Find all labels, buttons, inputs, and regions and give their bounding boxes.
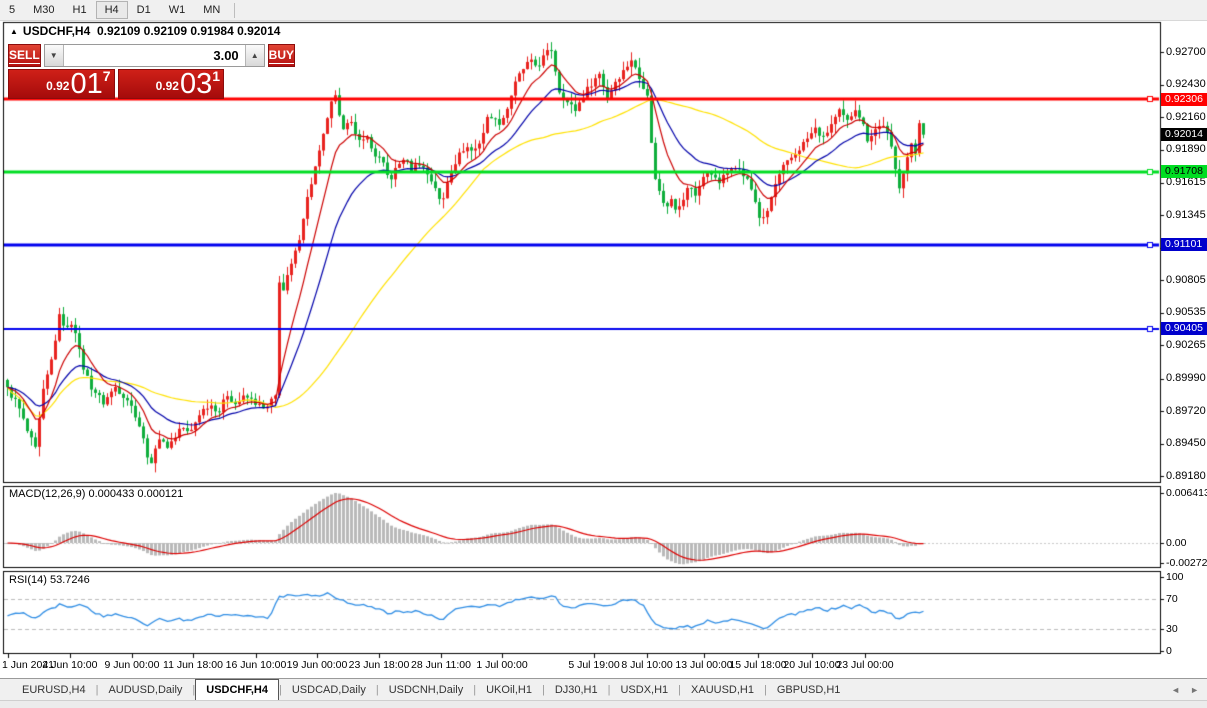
date-axis-label: 5 Jul 19:00 (568, 659, 620, 671)
date-axis-label: 1 Jul 00:00 (476, 659, 528, 671)
volume-input[interactable] (63, 45, 245, 66)
buy-price-main: 03 (179, 68, 213, 100)
date-axis-label: 1 Jun 2021 (2, 659, 54, 671)
tab-scroll-left-icon[interactable]: ◄ (1171, 685, 1181, 695)
buy-price-pip: 1 (212, 68, 220, 84)
tab-ukoil-h1[interactable]: UKOil,H1 (486, 683, 532, 696)
volume-stepper: ▼ ▲ (43, 44, 265, 67)
rsi-label: RSI(14) 53.7246 (9, 574, 90, 586)
tab-separator: | (279, 683, 282, 696)
macd-label: MACD(12,26,9) 0.000433 0.000121 (9, 488, 184, 500)
price-axis-label: 0.89450 (1166, 437, 1206, 450)
tab-scroll-right-icon[interactable]: ► (1190, 685, 1199, 695)
tab-separator: | (473, 683, 477, 696)
symbol-timeframe-label: USDCHF,H4 (22, 24, 91, 38)
price-axis-label: 0.92700 (1166, 45, 1206, 58)
tab-dj30-h1[interactable]: DJ30,H1 (554, 683, 598, 696)
tab-usdcnh-daily[interactable]: USDCNH,Daily (388, 683, 464, 696)
volume-increase-button[interactable]: ▲ (244, 45, 264, 66)
sell-price-pip: 7 (102, 68, 111, 84)
date-axis-label: 23 Jul 00:00 (836, 659, 894, 671)
ohlc-values: 0.92109 0.92109 0.91984 0.92014 (96, 24, 281, 38)
date-axis-label: 15 Jul 18:00 (729, 659, 787, 671)
date-axis-label: 13 Jul 00:00 (675, 659, 733, 671)
chart-header: ▲ USDCHF,H4 0.92109 0.92109 0.91984 0.920… (10, 24, 280, 38)
buy-price-display[interactable]: 0.92 03 1 (117, 68, 224, 100)
date-axis-label: 16 Jun 10:00 (225, 659, 287, 671)
price-line-badge: 0.91708 (1161, 165, 1207, 179)
sell-price-main: 01 (70, 68, 103, 100)
tab-usdchf-h4[interactable]: USDCHF,H4 (195, 679, 279, 700)
price-axis-label: 0.92430 (1166, 78, 1206, 91)
rsi-axis-label: 30 (1166, 622, 1178, 635)
timeframe-button-h4[interactable]: H4 (95, 1, 128, 19)
rsi-axis-label: 70 (1166, 592, 1178, 605)
macd-axis-label: 0.00 (1166, 536, 1187, 549)
date-axis-label: 8 Jul 10:00 (621, 659, 673, 671)
tab-separator: | (678, 683, 682, 696)
sell-price-prefix: 0.92 (46, 79, 70, 93)
price-line-badge: 0.92306 (1161, 92, 1207, 106)
tab-xauusd-h1[interactable]: XAUUSD,H1 (691, 683, 754, 696)
date-axis-label: 20 Jul 10:00 (783, 659, 841, 671)
macd-axis-label: -0.002728 (1166, 556, 1207, 569)
date-axis-label: 9 Jun 00:00 (104, 659, 160, 671)
sell-price-display[interactable]: 0.92 01 7 (8, 68, 115, 100)
price-line-badge: 0.92014 (1161, 128, 1207, 142)
price-line-badge: 0.90405 (1161, 322, 1207, 335)
tab-separator: | (192, 683, 196, 696)
price-axis-label: 0.89720 (1166, 404, 1206, 417)
price-axis-label: 0.89990 (1166, 372, 1206, 384)
price-axis-label: 0.89180 (1166, 469, 1206, 482)
toolbar-separator (234, 2, 236, 18)
tab-audusd-daily[interactable]: AUDUSD,Daily (108, 683, 183, 696)
timeframe-button-mn[interactable]: MN (203, 4, 221, 16)
rsi-axis-label: 100 (1166, 570, 1184, 583)
timeframe-button-5[interactable]: 5 (9, 4, 16, 16)
tab-usdx-h1[interactable]: USDX,H1 (620, 683, 669, 696)
tab-separator: | (763, 683, 767, 696)
price-axis-label: 0.91890 (1166, 143, 1206, 156)
price-axis-label: 0.90805 (1166, 273, 1206, 286)
tab-separator: | (541, 683, 545, 696)
timeframe-toolbar: 5 M30 H1 H4 D1 W1 MN (0, 0, 1207, 21)
one-click-trading-panel: SELL ▼ ▲ BUY 0.92 01 7 0.92 03 1 (8, 44, 296, 100)
price-axis-label: 0.91345 (1166, 208, 1206, 221)
tab-separator: | (95, 683, 99, 696)
buy-price-prefix: 0.92 (155, 79, 179, 93)
timeframe-button-m30[interactable]: M30 (33, 4, 55, 16)
date-axis-label: 28 Jun 11:00 (411, 659, 471, 671)
date-axis-label: 23 Jun 18:00 (348, 659, 410, 671)
price-axis-label: 0.91615 (1166, 176, 1206, 189)
price-axis-label: 0.90535 (1166, 306, 1206, 319)
macd-axis-label: 0.006413 (1166, 486, 1207, 499)
volume-decrease-button[interactable]: ▼ (44, 45, 64, 66)
status-strip (0, 700, 1207, 708)
tab-usdcad-daily[interactable]: USDCAD,Daily (291, 683, 366, 696)
sell-button[interactable]: SELL (8, 44, 41, 67)
tab-eurusd-h4[interactable]: EURUSD,H4 (22, 683, 86, 696)
tab-separator: | (375, 683, 379, 696)
price-line-badge: 0.91101 (1161, 238, 1207, 252)
buy-button[interactable]: BUY (267, 44, 296, 67)
chart-tab-bar: EURUSD,H4 | AUDUSD,Daily | USDCHF,H4 | USDCAD,… (0, 678, 1207, 700)
price-axis-label: 0.92160 (1166, 110, 1206, 123)
timeframe-button-h1[interactable]: H1 (72, 4, 87, 16)
tab-separator: | (607, 683, 611, 696)
date-axis-label: 19 Jun 00:00 (286, 659, 348, 671)
rsi-axis-label: 0 (1166, 644, 1172, 657)
price-axis-label: 0.90265 (1166, 338, 1206, 351)
timeframe-button-d1[interactable]: D1 (136, 4, 151, 16)
tab-gbpusd-h1[interactable]: GBPUSD,H1 (776, 683, 841, 696)
date-axis-label: 11 Jun 18:00 (163, 659, 223, 671)
timeframe-button-w1[interactable]: W1 (168, 4, 186, 16)
date-axis-label: 4 Jun 10:00 (42, 659, 98, 671)
collapse-panel-icon[interactable]: ▲ (10, 27, 18, 36)
